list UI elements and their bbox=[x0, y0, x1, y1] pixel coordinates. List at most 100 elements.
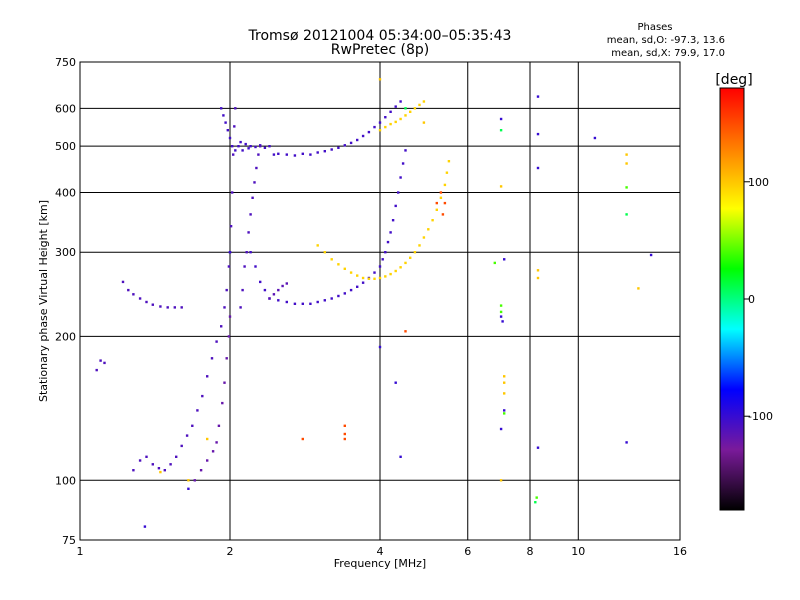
data-point bbox=[221, 401, 224, 405]
data-point bbox=[356, 274, 359, 277]
data-point bbox=[232, 153, 235, 156]
data-point bbox=[378, 129, 382, 132]
data-point bbox=[503, 375, 506, 378]
data-point bbox=[225, 357, 228, 360]
data-point bbox=[401, 162, 405, 165]
data-point bbox=[228, 251, 232, 254]
data-point bbox=[316, 151, 319, 154]
colorbar-tick-label: -100 bbox=[748, 410, 773, 423]
data-point bbox=[132, 293, 135, 296]
data-point bbox=[330, 297, 333, 300]
data-point bbox=[499, 185, 503, 188]
data-point bbox=[503, 392, 506, 395]
data-point bbox=[249, 213, 252, 216]
data-point bbox=[233, 125, 236, 128]
data-point bbox=[272, 153, 276, 156]
data-point bbox=[301, 437, 304, 441]
data-point bbox=[443, 183, 447, 187]
data-point bbox=[381, 258, 384, 261]
data-point bbox=[499, 427, 503, 431]
data-point bbox=[413, 251, 417, 254]
data-point bbox=[404, 149, 407, 152]
y-tick-label: 500 bbox=[55, 140, 76, 153]
data-point bbox=[625, 153, 628, 156]
data-point bbox=[211, 450, 215, 453]
data-point bbox=[293, 302, 297, 305]
data-point bbox=[227, 265, 231, 268]
data-point bbox=[191, 424, 194, 427]
data-point bbox=[241, 288, 244, 292]
data-point bbox=[625, 441, 628, 444]
data-point bbox=[356, 285, 359, 288]
data-point bbox=[309, 153, 312, 156]
data-point bbox=[206, 437, 209, 441]
data-point bbox=[223, 306, 226, 309]
data-point bbox=[394, 204, 397, 208]
data-point bbox=[259, 280, 262, 284]
data-point bbox=[215, 340, 218, 343]
data-point bbox=[443, 201, 447, 205]
x-tick-label: 6 bbox=[464, 545, 471, 558]
colorbar-label: [deg] bbox=[715, 72, 752, 88]
data-point bbox=[435, 201, 438, 205]
data-point bbox=[257, 153, 260, 156]
data-point bbox=[404, 330, 407, 333]
data-point bbox=[536, 166, 540, 170]
colorbar-ticks: 100 0 -100 bbox=[744, 176, 773, 423]
data-point bbox=[217, 424, 221, 427]
data-point bbox=[263, 146, 267, 149]
data-point bbox=[255, 166, 258, 170]
y-tick-label: 300 bbox=[55, 246, 76, 259]
data-point bbox=[237, 145, 240, 148]
y-tick-label: 100 bbox=[55, 474, 76, 487]
data-point bbox=[356, 138, 359, 142]
data-point bbox=[499, 129, 503, 132]
data-point bbox=[361, 276, 365, 280]
data-point bbox=[247, 231, 250, 234]
data-point bbox=[225, 288, 228, 292]
x-tick-label: 8 bbox=[527, 545, 534, 558]
data-point bbox=[625, 213, 628, 216]
data-point bbox=[441, 213, 445, 216]
data-point bbox=[399, 176, 402, 179]
data-point bbox=[187, 487, 190, 490]
y-tick-label: 750 bbox=[55, 56, 76, 69]
data-point bbox=[263, 288, 267, 292]
chart-subtitle: RwPretec (8p) bbox=[331, 42, 429, 58]
data-point bbox=[243, 265, 246, 268]
data-point bbox=[323, 299, 326, 302]
data-point bbox=[536, 276, 540, 280]
data-point bbox=[268, 297, 271, 300]
data-point bbox=[234, 149, 237, 152]
data-point bbox=[293, 154, 297, 157]
data-point bbox=[166, 306, 169, 309]
data-point bbox=[503, 381, 506, 384]
data-point bbox=[367, 277, 371, 280]
data-point bbox=[228, 315, 232, 318]
data-point bbox=[180, 444, 183, 448]
data-point bbox=[378, 345, 382, 349]
data-point bbox=[499, 304, 503, 307]
data-point bbox=[536, 269, 540, 272]
data-point bbox=[175, 455, 178, 458]
data-point bbox=[535, 496, 538, 499]
data-point bbox=[239, 306, 242, 309]
y-tick-label: 75 bbox=[62, 534, 76, 547]
y-tick-label: 600 bbox=[55, 102, 76, 115]
data-point bbox=[386, 240, 390, 244]
data-point bbox=[254, 265, 257, 268]
data-point bbox=[427, 228, 430, 231]
data-point bbox=[159, 305, 162, 308]
data-point bbox=[389, 110, 392, 113]
data-point bbox=[373, 277, 376, 280]
data-point bbox=[180, 306, 183, 309]
data-point bbox=[625, 162, 628, 165]
data-point bbox=[316, 244, 319, 247]
data-point bbox=[301, 302, 304, 305]
data-point bbox=[145, 455, 148, 458]
data-point bbox=[103, 361, 106, 365]
data-point bbox=[384, 125, 387, 129]
data-point bbox=[151, 303, 154, 306]
data-point bbox=[422, 100, 426, 103]
